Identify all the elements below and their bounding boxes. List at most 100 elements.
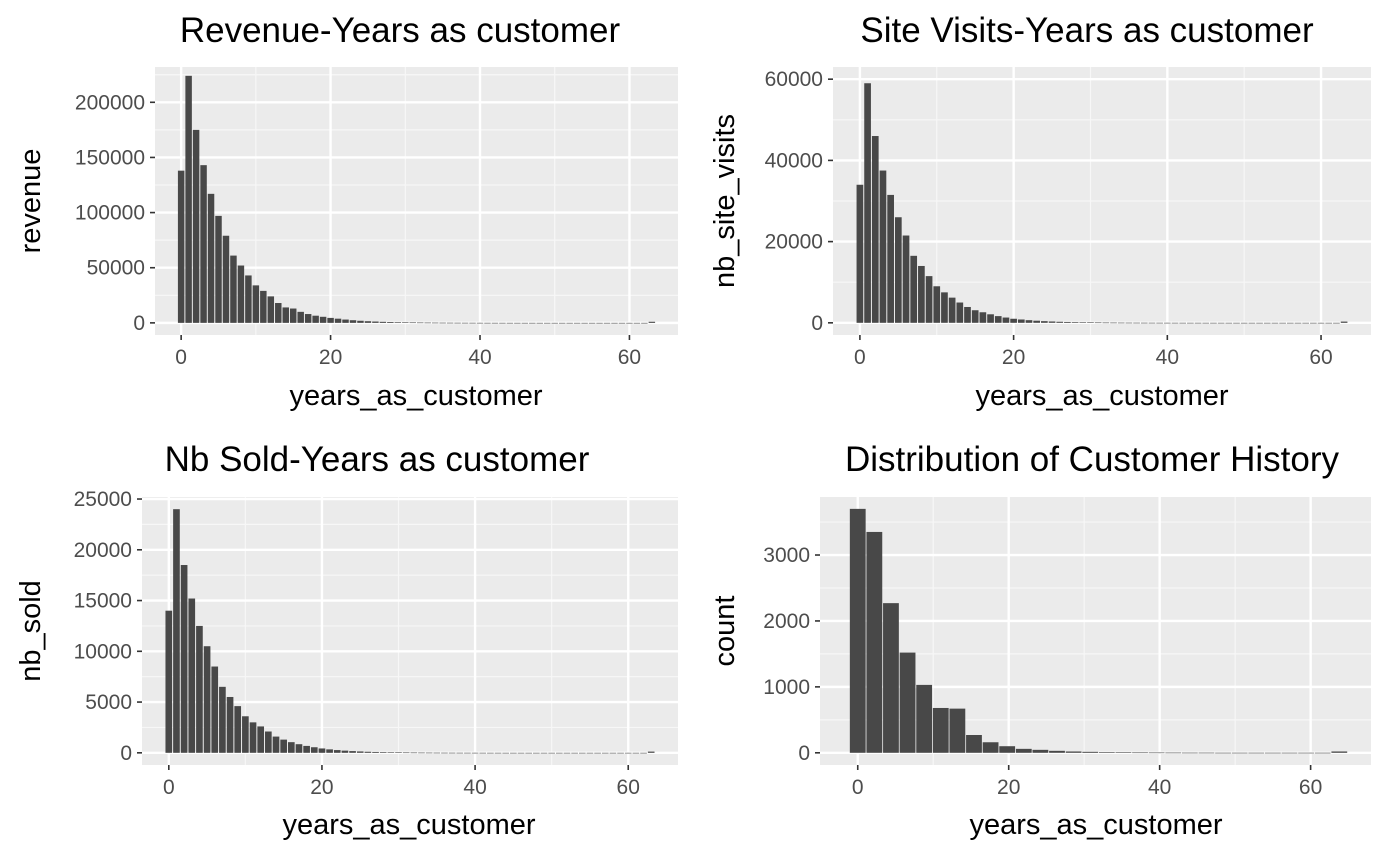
bars <box>849 508 1348 754</box>
bar <box>1110 322 1117 324</box>
bar <box>1286 322 1294 324</box>
bar <box>1231 752 1248 754</box>
bar <box>219 686 226 753</box>
bar <box>312 315 319 323</box>
bar <box>910 255 918 323</box>
bar <box>1256 322 1263 324</box>
bar <box>267 296 275 323</box>
bar <box>571 752 578 754</box>
bar <box>439 322 446 324</box>
bar <box>648 321 656 323</box>
bar <box>601 752 609 754</box>
bar <box>295 744 303 753</box>
bars <box>177 75 656 324</box>
bar <box>165 610 173 753</box>
y-tick-label: 2000 <box>763 610 810 633</box>
bar <box>372 321 379 323</box>
bars <box>165 509 655 754</box>
x-tick-label: 20 <box>319 346 342 369</box>
bar <box>1148 752 1165 754</box>
chart-title: Site Visits-Years as customer <box>860 11 1314 50</box>
bar <box>372 751 379 753</box>
x-tick-label: 60 <box>618 346 641 369</box>
bar <box>1064 321 1071 323</box>
bar <box>304 314 312 323</box>
bar <box>506 322 514 324</box>
bar <box>1331 751 1348 753</box>
bar <box>318 748 326 753</box>
y-tick-labels: 0 5000 10000 15000 20000 25000 <box>74 488 142 765</box>
bar <box>902 235 910 323</box>
bar <box>1115 752 1132 753</box>
bar <box>357 320 364 323</box>
bar <box>933 286 941 323</box>
chart-title: Nb Sold-Years as customer <box>165 440 590 479</box>
bar <box>1041 321 1048 323</box>
bar <box>1215 752 1231 754</box>
bar <box>987 314 994 323</box>
bar <box>1248 322 1256 324</box>
bar <box>310 747 318 753</box>
bar <box>956 302 964 323</box>
bar <box>1294 322 1302 324</box>
bar <box>433 752 441 754</box>
bar <box>941 292 948 323</box>
bar <box>431 322 439 324</box>
x-tick-label: 20 <box>310 776 333 799</box>
bar <box>469 322 476 324</box>
bar <box>1198 752 1215 754</box>
bar <box>563 752 571 754</box>
bar <box>533 752 540 754</box>
bar <box>1233 322 1240 324</box>
bar <box>1025 320 1033 323</box>
bar <box>633 322 641 324</box>
bar <box>551 322 558 324</box>
bar <box>1264 752 1281 754</box>
bar <box>207 193 215 323</box>
bar <box>949 708 966 753</box>
x-axis-title: years_as_customer <box>969 809 1222 841</box>
bar <box>624 752 632 754</box>
bar <box>544 322 551 324</box>
bar <box>517 752 525 754</box>
bar <box>1271 322 1279 324</box>
x-tick-label: 0 <box>852 776 864 799</box>
bar <box>641 322 648 324</box>
bar <box>558 322 566 324</box>
x-tick-labels: 0 20 40 60 <box>175 335 641 369</box>
bar <box>364 751 372 753</box>
bar <box>441 752 448 754</box>
bar <box>1325 322 1333 324</box>
bar <box>417 322 424 324</box>
bar <box>185 75 192 323</box>
bar <box>1279 322 1286 324</box>
bar <box>514 322 521 324</box>
bar <box>476 322 484 324</box>
bar <box>899 652 916 753</box>
bar <box>364 321 372 323</box>
bar <box>203 646 211 753</box>
bar <box>379 321 387 323</box>
bar <box>333 750 341 753</box>
bar <box>948 297 956 323</box>
bar <box>257 726 265 753</box>
bar <box>609 752 617 754</box>
bar <box>260 290 267 323</box>
bar <box>349 751 356 753</box>
bar <box>588 322 596 324</box>
y-tick-labels: 0 20000 40000 60000 <box>765 68 833 335</box>
bar <box>356 751 364 753</box>
bar <box>1302 322 1310 324</box>
bar <box>173 509 180 753</box>
y-tick-label: 10000 <box>74 640 132 663</box>
bar <box>525 752 533 754</box>
bar <box>640 752 647 754</box>
x-tick-labels: 0 20 40 60 <box>854 335 1333 369</box>
bar <box>180 565 188 753</box>
bar <box>1033 320 1041 323</box>
bar <box>402 752 410 754</box>
bar <box>487 752 494 754</box>
bar <box>1071 322 1079 323</box>
bar <box>617 752 624 754</box>
